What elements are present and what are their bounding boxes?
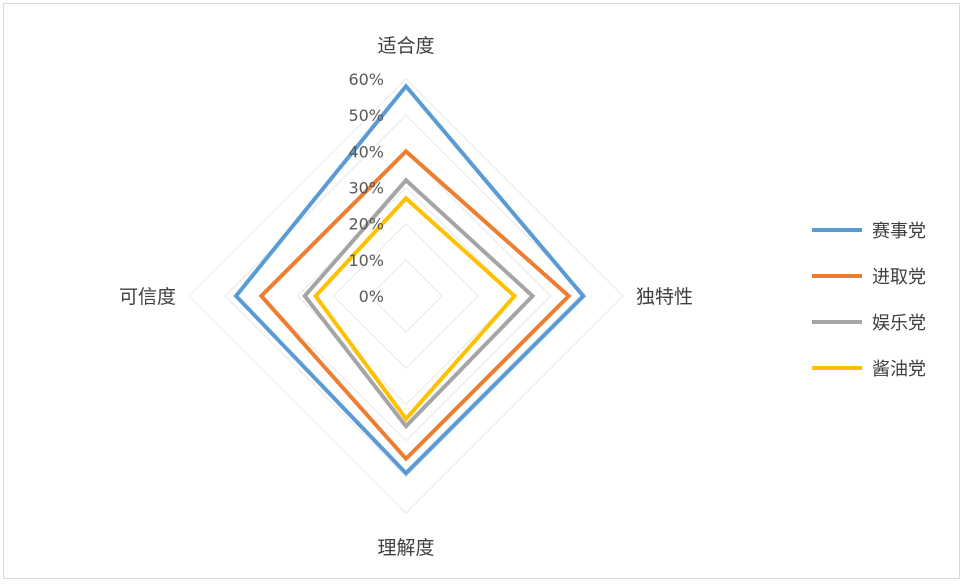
tick-label-3: 30% <box>348 179 384 198</box>
radial-tick-labels: 0% 10% 20% 30% 40% 50% 60% <box>348 70 384 306</box>
grid-ring-1 <box>368 258 444 334</box>
axis-label-bottom: 理解度 <box>377 537 434 559</box>
grid-ring-3 <box>296 186 516 406</box>
radar-grid <box>188 78 624 514</box>
axis-label-top: 适合度 <box>377 35 434 57</box>
tick-label-0: 0% <box>359 287 384 306</box>
series-line-1 <box>258 148 572 462</box>
series-line-2 <box>302 177 536 430</box>
tick-label-6: 60% <box>348 70 384 89</box>
tick-label-2: 20% <box>348 215 384 234</box>
tick-label-4: 40% <box>348 142 384 161</box>
legend-label-1: 进取党 <box>872 267 926 288</box>
grid-ring-6 <box>188 78 624 514</box>
legend-label-0: 赛事党 <box>872 221 926 242</box>
legend-label-3: 酱油党 <box>872 359 926 380</box>
series-line-3 <box>312 195 518 423</box>
chart-frame <box>3 3 960 579</box>
series-line-0 <box>233 83 586 477</box>
axis-label-left: 可信度 <box>119 286 176 308</box>
radar-series <box>233 83 586 477</box>
axis-label-right: 独特性 <box>636 286 693 308</box>
legend-label-2: 娱乐党 <box>872 313 926 334</box>
tick-label-5: 50% <box>348 106 384 125</box>
grid-ring-2 <box>332 222 480 370</box>
tick-label-1: 10% <box>348 251 384 270</box>
